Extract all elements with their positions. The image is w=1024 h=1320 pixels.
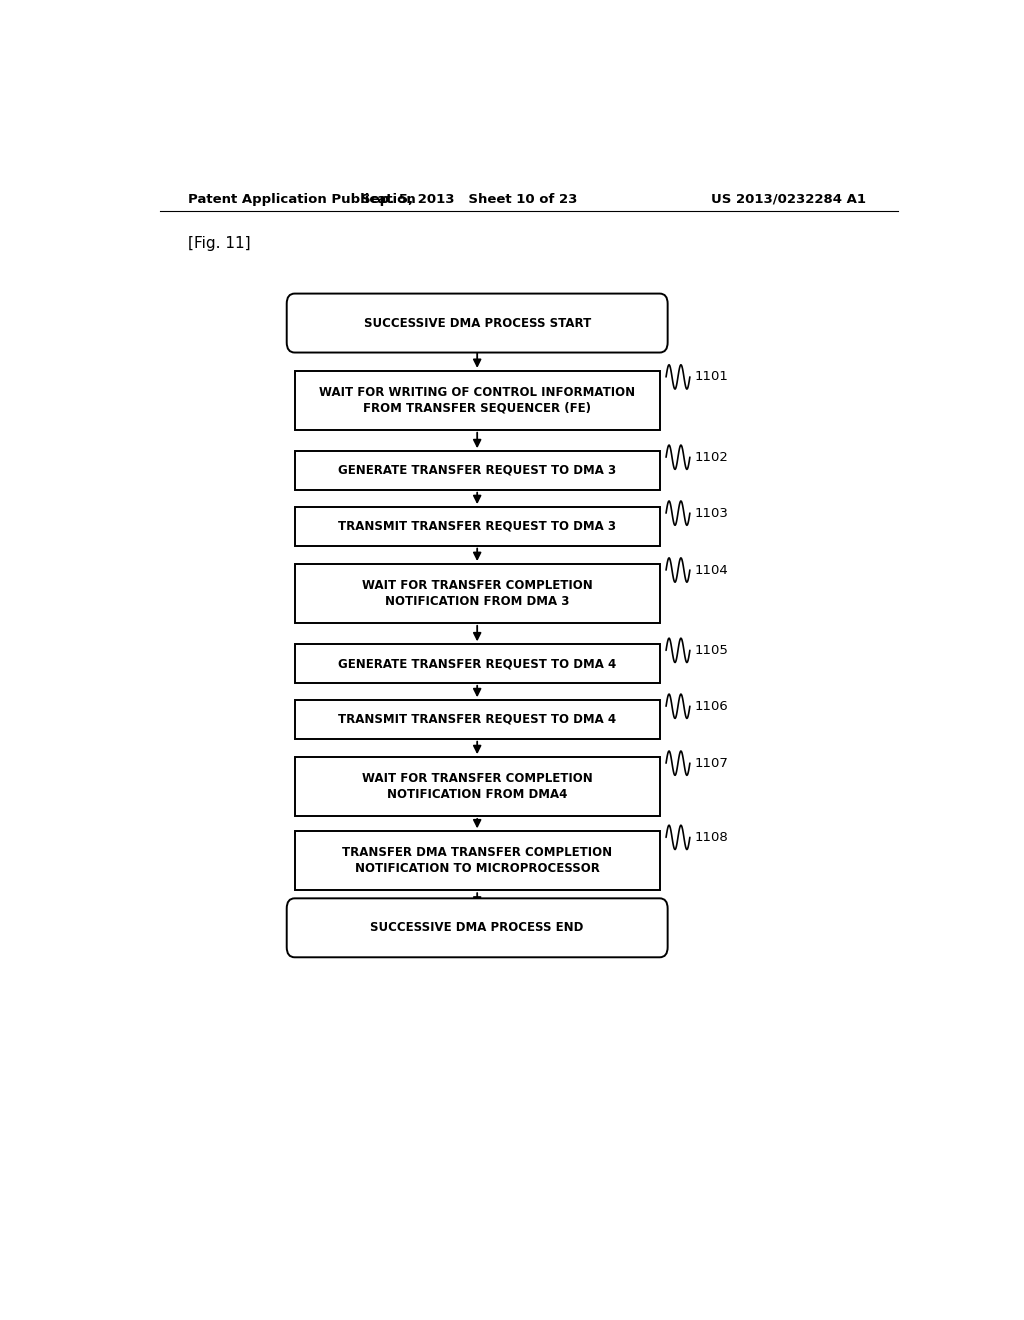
Bar — [295, 451, 659, 490]
Text: 1103: 1103 — [694, 507, 728, 520]
Text: 1102: 1102 — [694, 450, 728, 463]
Bar — [295, 758, 659, 816]
Text: 1105: 1105 — [694, 644, 728, 657]
Text: WAIT FOR WRITING OF CONTROL INFORMATION
FROM TRANSFER SEQUENCER (FE): WAIT FOR WRITING OF CONTROL INFORMATION … — [319, 385, 635, 414]
Text: Sep. 5, 2013   Sheet 10 of 23: Sep. 5, 2013 Sheet 10 of 23 — [361, 193, 578, 206]
Text: 1107: 1107 — [694, 756, 728, 770]
Text: [Fig. 11]: [Fig. 11] — [187, 236, 250, 251]
Bar — [295, 564, 659, 623]
Text: SUCCESSIVE DMA PROCESS START: SUCCESSIVE DMA PROCESS START — [364, 317, 591, 330]
Text: US 2013/0232284 A1: US 2013/0232284 A1 — [711, 193, 866, 206]
Text: 1104: 1104 — [694, 564, 728, 577]
FancyBboxPatch shape — [287, 293, 668, 352]
Bar — [295, 700, 659, 739]
Text: TRANSMIT TRANSFER REQUEST TO DMA 3: TRANSMIT TRANSFER REQUEST TO DMA 3 — [338, 520, 616, 533]
Text: TRANSMIT TRANSFER REQUEST TO DMA 4: TRANSMIT TRANSFER REQUEST TO DMA 4 — [338, 713, 616, 726]
Text: GENERATE TRANSFER REQUEST TO DMA 4: GENERATE TRANSFER REQUEST TO DMA 4 — [338, 657, 616, 671]
Text: 1106: 1106 — [694, 700, 728, 713]
Bar — [295, 507, 659, 545]
Text: TRANSFER DMA TRANSFER COMPLETION
NOTIFICATION TO MICROPROCESSOR: TRANSFER DMA TRANSFER COMPLETION NOTIFIC… — [342, 846, 612, 875]
Text: Patent Application Publication: Patent Application Publication — [187, 193, 416, 206]
FancyBboxPatch shape — [287, 899, 668, 957]
Bar — [295, 644, 659, 682]
Text: 1108: 1108 — [694, 830, 728, 843]
Text: 1101: 1101 — [694, 371, 728, 383]
Text: WAIT FOR TRANSFER COMPLETION
NOTIFICATION FROM DMA4: WAIT FOR TRANSFER COMPLETION NOTIFICATIO… — [361, 772, 593, 801]
Text: WAIT FOR TRANSFER COMPLETION
NOTIFICATION FROM DMA 3: WAIT FOR TRANSFER COMPLETION NOTIFICATIO… — [361, 579, 593, 607]
Text: SUCCESSIVE DMA PROCESS END: SUCCESSIVE DMA PROCESS END — [371, 921, 584, 935]
Bar — [295, 832, 659, 890]
Text: GENERATE TRANSFER REQUEST TO DMA 3: GENERATE TRANSFER REQUEST TO DMA 3 — [338, 463, 616, 477]
Bar — [295, 371, 659, 430]
